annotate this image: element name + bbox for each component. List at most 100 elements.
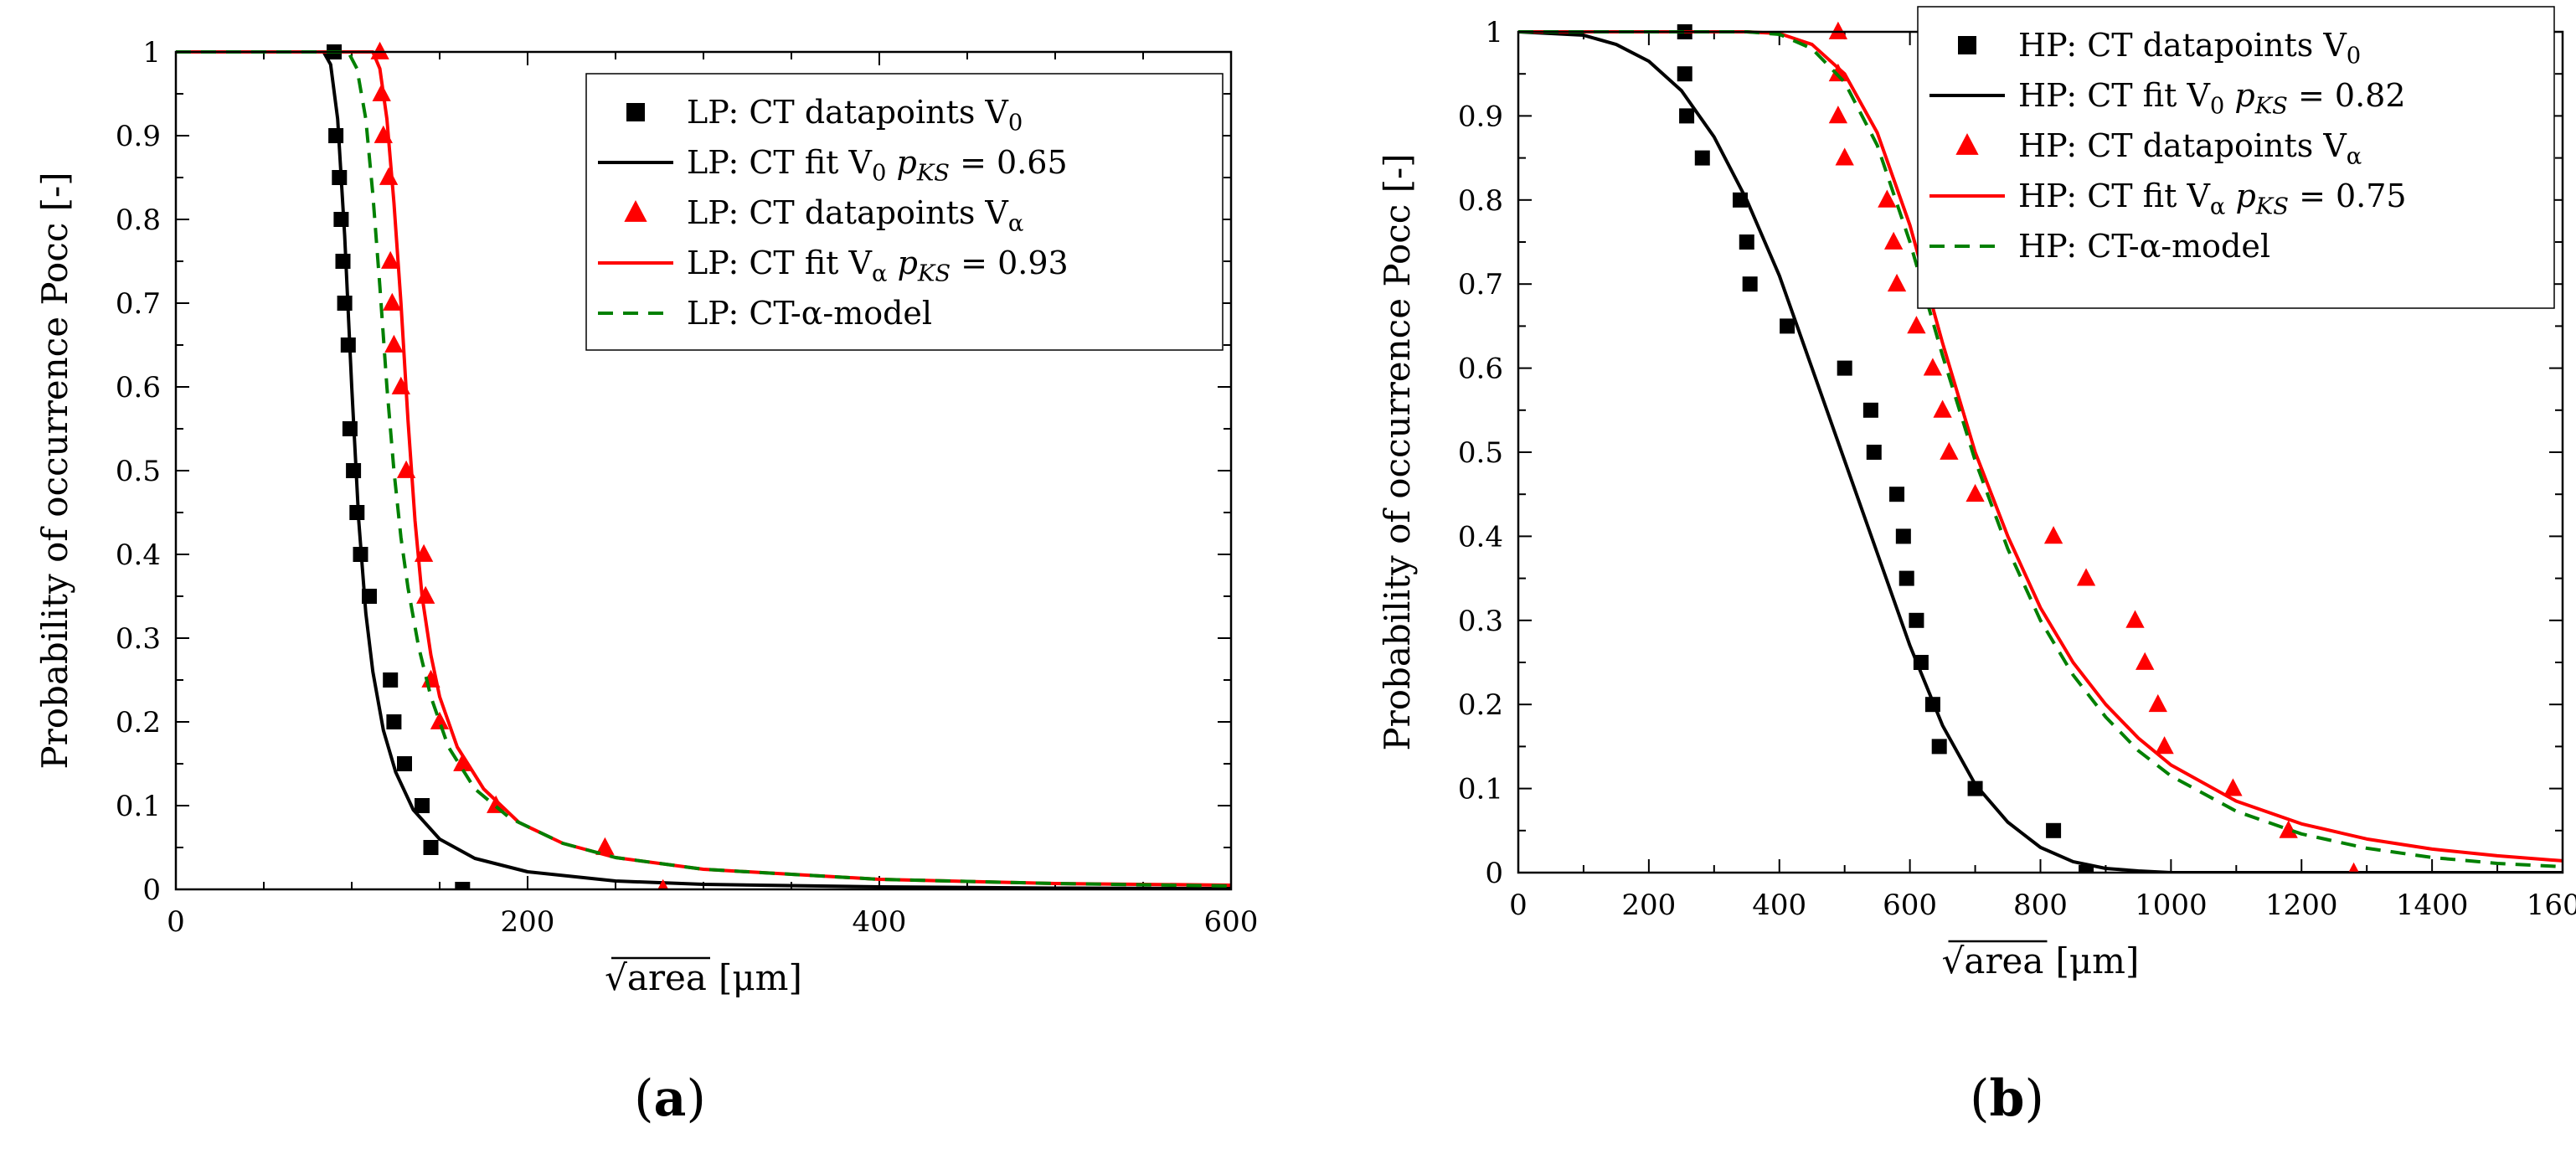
legend-entry-label: HP: CT datapoints V0​ [2018,27,2361,69]
data-point [1835,147,1854,166]
data-point [1828,106,1848,124]
series-line [1518,30,2563,873]
series-4 [1518,30,2563,868]
legend-text-part: = 0.75 [2289,178,2407,214]
data-point [1866,445,1882,460]
legend-swatch-marker [624,199,647,222]
data-point [1828,21,1848,39]
data-point [1909,612,1924,628]
plot-area [1518,21,2563,873]
series-line [176,50,1231,889]
legend-text-subscript: 0 [2210,93,2224,119]
panel-label-letter: a [654,1069,687,1128]
data-point [1965,483,1985,502]
data-point [2223,778,2243,796]
y-axis-label: Probability of occurrence Pocc [-] [1377,153,1418,750]
legend-text-part [887,245,897,281]
data-point [2348,862,2360,873]
data-point [1899,570,1914,586]
legend-text-part: LP: CT datapoints [687,194,985,231]
data-point [2125,610,2145,628]
data-point [328,128,344,143]
data-point [657,878,669,889]
y-tick-label: 0.5 [116,455,161,488]
data-point [1878,189,1897,208]
legend-text-part [886,144,896,181]
data-point [383,672,399,688]
data-point [332,170,348,185]
data-point [595,837,615,855]
legend-entry-label: LP: CT datapoints V0​ [687,94,1023,136]
legend-text-part: HP: CT fit [2018,77,2187,114]
data-point [2279,820,2298,838]
legend-text-part: p [898,245,918,281]
legend-text-part: V [984,194,1008,231]
data-point [2043,526,2063,544]
y-tick-label: 0.8 [1458,184,1503,218]
y-tick-label: 0.3 [116,622,161,656]
legend-text-subscript: KS [2254,93,2288,119]
series-line [1518,30,2563,863]
data-point [335,254,351,269]
legend-box [585,73,1224,351]
series-line [1518,30,2563,868]
y-tick-label: 0.4 [116,538,161,572]
legend-text-part: LP: CT datapoints [687,94,985,131]
legend-text-part: p [2235,178,2255,214]
data-point [386,714,402,729]
y-tick-label: 0.9 [116,120,161,153]
data-point [383,292,402,311]
legend-text-part: LP: CT fit [687,245,849,281]
x-axis-label-unit: [μm] [719,957,802,998]
legend-text-subscript: KS [2255,193,2289,219]
legend-text-part: V [848,245,873,281]
legend-text-part [2225,178,2235,214]
data-point [2079,865,2094,873]
x-tick-label: 200 [501,905,555,939]
legend-text-subscript: KS [916,160,950,186]
series-0 [1677,24,2094,873]
series-2 [1828,21,2360,873]
legend-text-part: HP: CT fit [2018,178,2187,214]
series-3 [1518,30,2563,863]
y-tick-label: 0 [1485,857,1503,890]
x-tick-label: 600 [1204,905,1259,939]
panel-label: (a) [634,1069,706,1128]
x-axis-label-main: √area [1942,940,2044,981]
x-tick-label: 1000 [2135,889,2208,922]
data-point [1967,780,1983,796]
panel-label-paren: ) [686,1069,705,1128]
legend-text-part: p [897,144,917,181]
x-tick-label: 400 [1752,889,1806,922]
legend-entry-label: HP: CT-α-model [2018,228,2270,265]
legend-text-part: V [2322,27,2347,64]
panel-label: (b) [1970,1069,2044,1128]
y-tick-label: 0.1 [1458,773,1503,806]
series-0 [327,44,471,889]
legend-text-part: = 0.65 [950,144,1068,181]
y-tick-label: 0.2 [1458,688,1503,722]
legend-box [1917,6,2555,309]
x-axis-label: √area [μm] [605,957,802,998]
y-tick-label: 0.6 [1458,353,1503,386]
x-tick-label: 1200 [2265,889,2338,922]
x-tick-label: 1400 [2396,889,2469,922]
chart-panel-a: 0 200 400 600 0 0.1 0.2 0.3 0.4 0.5 0.6 0.7 0.8 0.9 1 √… [34,36,1258,1128]
data-point [1907,316,1926,334]
legend-text-part: HP: CT-α-model [2018,228,2270,265]
legend-text-part: V [2186,77,2210,114]
y-tick-label: 0.7 [116,287,161,321]
legend-text-part: V [2186,178,2210,214]
data-point [1923,358,1943,376]
data-point [337,296,353,311]
legend-text-subscript: KS [917,260,951,286]
legend-text-part: LP: CT fit [687,144,849,181]
legend-entry-label: LP: CT fit Vα​ pKS​ = 0.93 [687,245,1069,286]
data-point [416,585,435,604]
data-point [379,167,399,185]
legend-entry-label: HP: CT fit Vα​ pKS​ = 0.75 [2018,178,2407,219]
legend-entry-label: HP: CT datapoints Vα​ [2018,127,2362,169]
